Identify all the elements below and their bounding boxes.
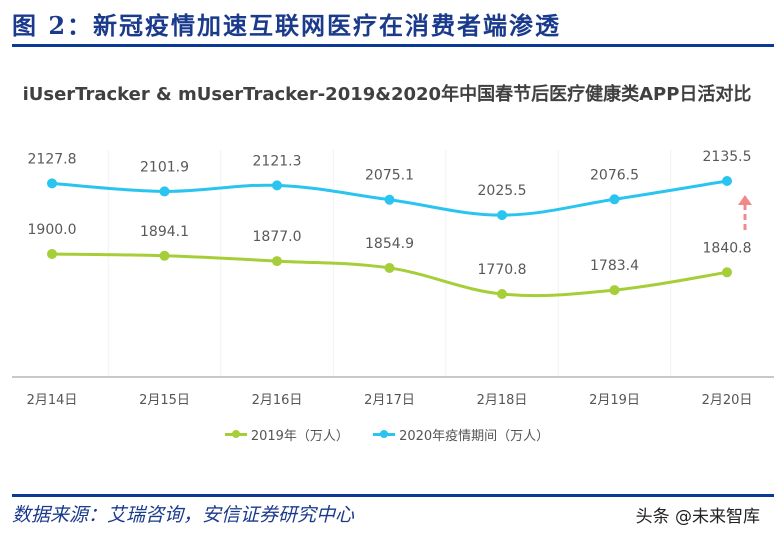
data-point <box>722 176 732 186</box>
data-point <box>384 194 395 205</box>
x-tick-label: 2月20日 <box>702 393 753 408</box>
x-tick-label: 2月14日 <box>27 393 78 408</box>
data-label: 1770.8 <box>478 262 527 278</box>
data-source: 数据来源：艾瑞咨询，安信证券研究中心 <box>12 504 355 526</box>
figure-title: 图 2：新冠疫情加速互联网医疗在消费者端渗透 <box>12 11 562 40</box>
data-point <box>159 250 170 261</box>
data-label: 2121.3 <box>253 153 302 169</box>
chart-legend: 2019年（万人） 2020年疫情期间（万人） <box>0 425 774 444</box>
legend-item-2020: 2020年疫情期间（万人） <box>373 425 549 444</box>
data-point <box>609 194 620 205</box>
x-tick-label: 2月17日 <box>364 393 415 408</box>
x-tick-label: 2月19日 <box>589 393 640 408</box>
legend-label: 2020年疫情期间（万人） <box>399 429 550 444</box>
x-axis-tick-labels: 2月14日 2月15日 2月16日 2月17日 2月18日 2月19日 2月20日 <box>27 393 753 408</box>
data-point <box>384 262 395 273</box>
data-point <box>272 180 282 191</box>
x-tick-label: 2月18日 <box>477 393 528 408</box>
legend-label: 2019年（万人） <box>250 429 349 444</box>
data-label: 1900.0 <box>28 222 77 238</box>
title-divider <box>12 44 774 47</box>
series-group: 1900.0 1894.1 1877.0 1854.9 1770.8 1783.4 1840… <box>28 149 752 299</box>
legend-item-2019: 2019年（万人） <box>224 425 349 444</box>
x-tick-label: 2月16日 <box>252 393 303 408</box>
watermark: 头条 @未来智库 <box>635 507 760 527</box>
data-point <box>609 285 620 296</box>
data-label: 1783.4 <box>590 258 639 274</box>
data-point <box>47 178 57 189</box>
dashed-up-arrow-annotation <box>738 195 752 230</box>
data-label: 1894.1 <box>140 224 189 240</box>
data-point <box>272 256 282 267</box>
legend-swatch-green <box>224 430 247 438</box>
data-point <box>159 186 170 197</box>
data-label: 2101.9 <box>140 159 189 175</box>
data-label: 1877.0 <box>253 229 302 245</box>
grid-lines <box>107 150 672 377</box>
footer-divider <box>12 494 774 497</box>
data-point <box>497 210 507 221</box>
data-label: 2127.8 <box>28 151 77 167</box>
data-label: 2075.1 <box>365 168 414 184</box>
data-point <box>47 248 57 259</box>
data-label: 1840.8 <box>703 240 752 256</box>
data-point <box>722 267 732 278</box>
data-point <box>497 289 507 299</box>
chart-title: iUserTracker & mUserTracker-2019&2020年中国… <box>22 84 752 105</box>
x-tick-label: 2月15日 <box>139 393 190 408</box>
data-label: 2076.5 <box>590 167 639 183</box>
data-label: 2025.5 <box>478 183 527 199</box>
data-label: 2135.5 <box>703 149 752 165</box>
data-label: 1854.9 <box>365 236 414 252</box>
legend-swatch-blue <box>373 430 396 438</box>
